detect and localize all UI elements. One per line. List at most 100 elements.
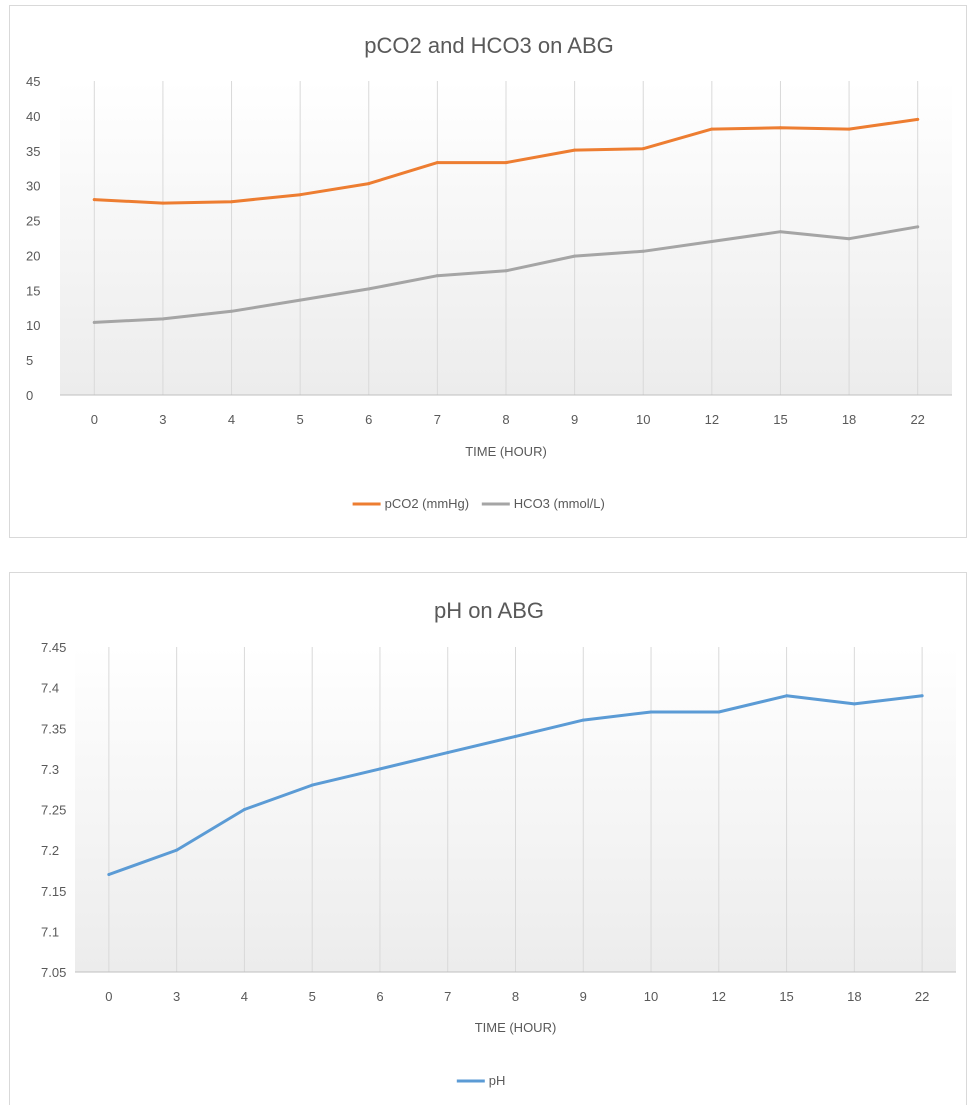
x-tick-label: 4 xyxy=(241,989,248,1004)
data-point xyxy=(573,254,577,258)
series-lines xyxy=(92,117,920,324)
y-tick-label: 0 xyxy=(26,388,33,403)
data-point xyxy=(92,320,96,324)
data-point xyxy=(435,274,439,278)
x-axis-ticks: 0 3 4 5 6 7 8 9 10 12 15 18 22 xyxy=(105,989,929,1004)
data-point xyxy=(916,225,920,229)
data-point xyxy=(378,767,382,771)
data-point xyxy=(242,808,246,811)
x-tick-label: 10 xyxy=(644,989,658,1004)
chart-panel-ph: pH on ABG 7.05 7.1 7.15 7.2 7.25 7.3 7.35 7.4 7.… xyxy=(9,572,967,1105)
y-axis-ticks: 7.05 7.1 7.15 7.2 7.25 7.3 7.35 7.4 7.45 xyxy=(41,640,66,980)
x-tick-label: 6 xyxy=(376,989,383,1004)
x-tick-label: 0 xyxy=(91,412,98,427)
legend: pH xyxy=(456,1073,506,1088)
y-tick-label: 7.4 xyxy=(41,681,59,696)
data-point xyxy=(778,126,782,130)
data-point xyxy=(175,848,179,852)
y-tick-label: 20 xyxy=(26,248,40,263)
data-point xyxy=(230,200,234,204)
data-point xyxy=(641,249,645,253)
data-point xyxy=(852,702,856,706)
x-tick-label: 6 xyxy=(365,412,372,427)
x-tick-label: 5 xyxy=(309,989,316,1004)
data-point xyxy=(504,161,508,165)
data-point xyxy=(916,117,920,121)
vertical-gridlines xyxy=(93,81,919,395)
y-tick-label: 7.2 xyxy=(41,843,59,858)
x-tick-label: 15 xyxy=(773,412,787,427)
x-tick-label: 0 xyxy=(105,989,112,1004)
data-point xyxy=(717,710,721,714)
data-point xyxy=(161,201,165,205)
x-axis-title: TIME (HOUR) xyxy=(475,1020,557,1035)
data-point xyxy=(504,269,508,273)
data-point xyxy=(573,148,577,152)
series-lines xyxy=(107,694,924,876)
y-tick-label: 45 xyxy=(26,74,40,89)
data-point xyxy=(778,230,782,234)
y-tick-label: 7.3 xyxy=(41,762,59,777)
y-tick-label: 30 xyxy=(26,179,40,194)
data-point xyxy=(298,298,302,302)
legend: pCO2 (mmHg) HCO3 (mmol/L) xyxy=(352,496,605,511)
y-tick-label: 7.35 xyxy=(41,721,66,736)
x-tick-label: 3 xyxy=(159,412,166,427)
data-point xyxy=(649,710,653,714)
data-point xyxy=(367,287,371,291)
x-tick-label: 15 xyxy=(779,989,793,1004)
x-tick-label: 12 xyxy=(705,412,719,427)
data-point xyxy=(107,873,111,876)
y-tick-label: 40 xyxy=(26,109,40,124)
y-tick-label: 35 xyxy=(26,144,40,159)
data-point xyxy=(435,161,439,165)
chart-pco2-hco3: pCO2 and HCO3 on ABG 051015202530354045 … xyxy=(26,33,952,511)
data-point xyxy=(92,198,96,202)
x-tick-label: 22 xyxy=(915,989,929,1004)
x-axis-title: TIME (HOUR) xyxy=(465,444,547,459)
data-point xyxy=(710,127,714,131)
y-tick-label: 15 xyxy=(26,283,40,298)
y-axis-ticks: 0 5 10 15 20 25 30 35 40 45 xyxy=(26,74,40,403)
y-tick-label: 7.05 xyxy=(41,965,66,980)
x-tick-label: 22 xyxy=(910,412,924,427)
chart-title: pCO2 and HCO3 on ABG xyxy=(364,33,613,58)
chart-ph: pH on ABG 7.057.17.157.27.257.37.357.47.… xyxy=(41,598,956,1088)
x-tick-label: 8 xyxy=(502,412,509,427)
data-point xyxy=(710,239,714,243)
data-point xyxy=(920,694,924,698)
data-point xyxy=(230,309,234,313)
x-axis-ticks: 0 3 4 5 6 7 8 9 10 12 15 18 22 xyxy=(91,412,925,427)
y-tick-label: 5 xyxy=(26,353,33,368)
legend-label: pH xyxy=(489,1073,506,1088)
y-tick-label: 7.25 xyxy=(41,803,66,818)
chart-title: pH on ABG xyxy=(434,598,544,623)
legend-label: pCO2 (mmHg) xyxy=(385,496,470,511)
data-point xyxy=(310,783,314,787)
legend-label: HCO3 (mmol/L) xyxy=(514,496,605,511)
x-tick-label: 7 xyxy=(444,989,451,1004)
data-point xyxy=(785,694,789,698)
data-point xyxy=(847,127,851,131)
data-point xyxy=(514,734,517,738)
x-tick-label: 9 xyxy=(571,412,578,427)
data-point xyxy=(161,317,165,321)
y-tick-label: 25 xyxy=(26,214,40,229)
data-point xyxy=(581,718,585,722)
data-point xyxy=(446,751,450,755)
x-tick-label: 3 xyxy=(173,989,180,1004)
x-tick-label: 8 xyxy=(512,989,519,1004)
data-point xyxy=(298,193,302,197)
y-tick-label: 7.1 xyxy=(41,924,59,939)
x-tick-label: 18 xyxy=(847,989,861,1004)
x-tick-label: 18 xyxy=(842,412,856,427)
y-tick-label: 7.45 xyxy=(41,640,66,655)
y-tick-label: 7.15 xyxy=(41,884,66,899)
x-tick-label: 7 xyxy=(434,412,441,427)
x-tick-label: 12 xyxy=(712,989,726,1004)
chart-panel-pco2-hco3: pCO2 and HCO3 on ABG 0 5 10 15 20 25 30 35 40 45 … xyxy=(9,5,967,538)
data-point xyxy=(367,182,371,186)
data-point xyxy=(641,147,645,151)
x-tick-label: 4 xyxy=(228,412,235,427)
vertical-gridlines xyxy=(108,647,923,972)
